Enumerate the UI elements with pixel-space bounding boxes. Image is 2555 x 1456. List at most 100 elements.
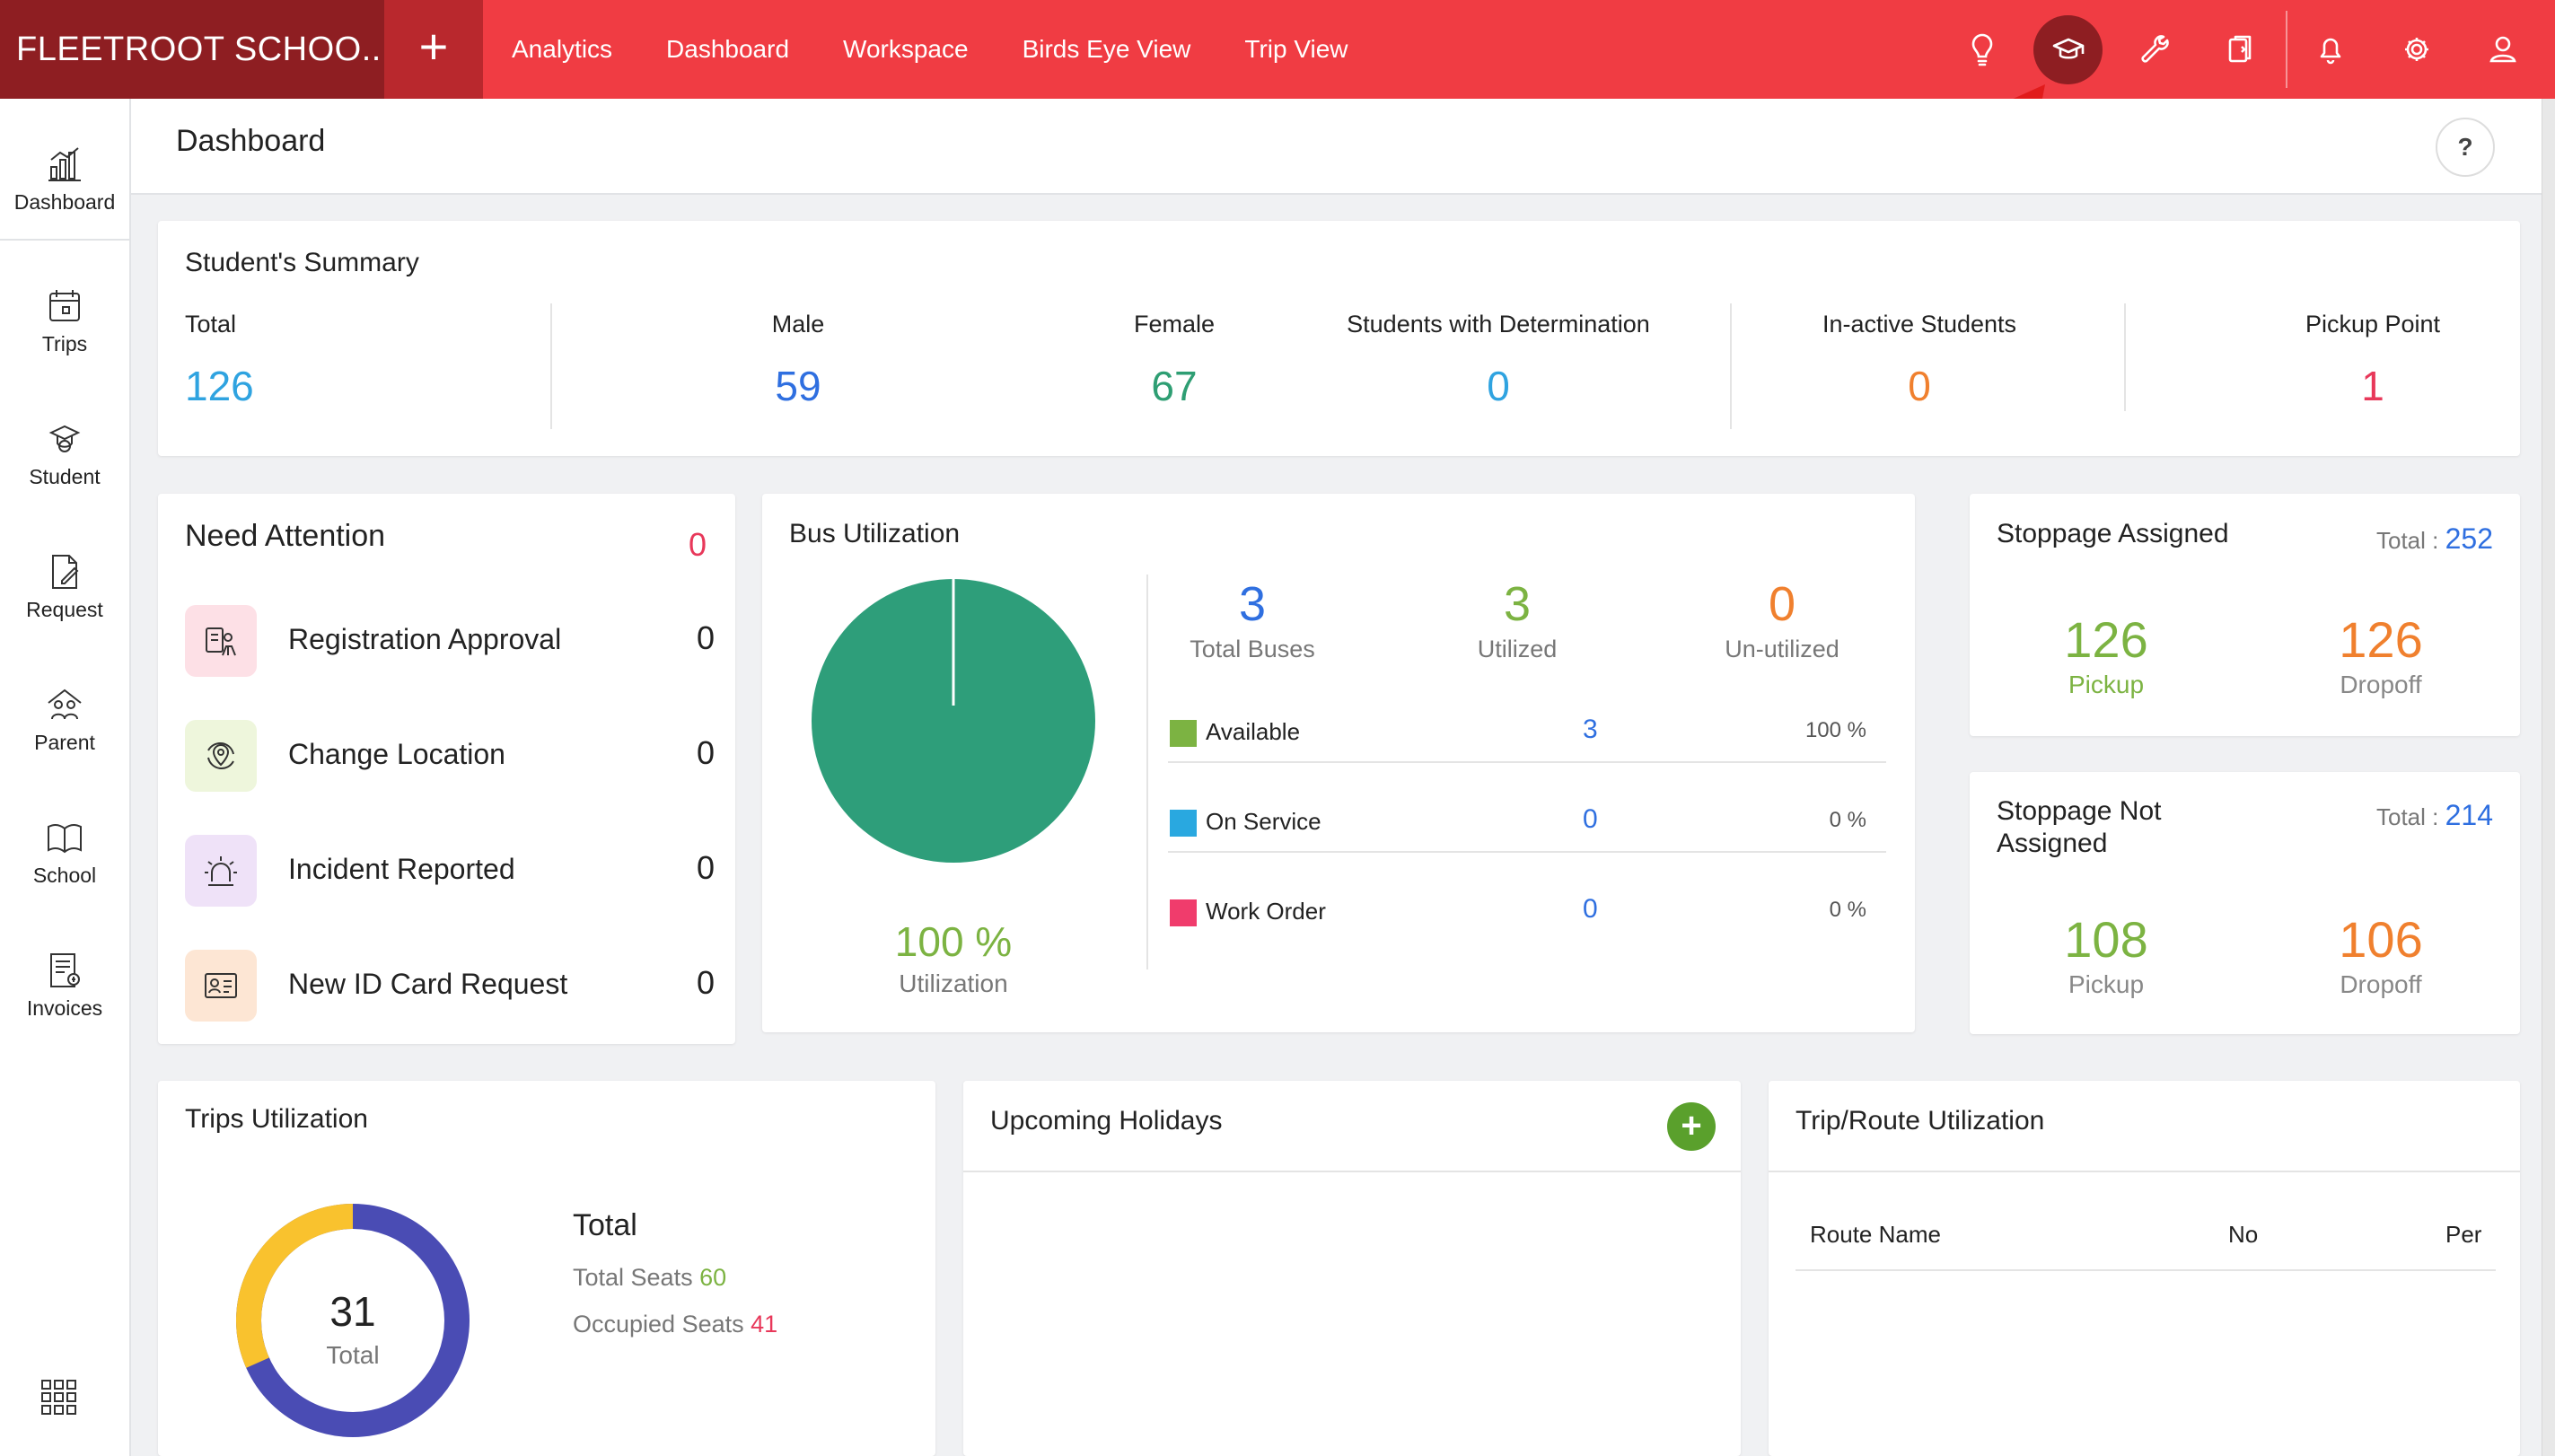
alarm-icon: [185, 835, 257, 907]
wrench-icon[interactable]: [2128, 22, 2182, 76]
attention-count: 0: [696, 849, 715, 886]
need-attention-title: Need Attention: [185, 519, 386, 553]
trips-center-value: 31: [329, 1288, 376, 1335]
occupied-seats-label: Occupied Seats: [573, 1311, 744, 1338]
stat-value: 0: [1487, 363, 1510, 409]
bell-icon[interactable]: [2304, 22, 2357, 76]
invoice-icon: [50, 953, 80, 987]
attention-row-registration-approval[interactable]: Registration Approval 0: [185, 605, 715, 677]
column-header-route-name[interactable]: Route Name: [1810, 1221, 1941, 1248]
attention-count: 0: [696, 734, 715, 771]
pickup-value: 108: [2064, 911, 2148, 968]
lightbulb-icon[interactable]: [1955, 22, 2009, 76]
attention-row-new-id-card-request[interactable]: New ID Card Request 0: [185, 950, 715, 1022]
stoppage-not-assigned-pickup[interactable]: 108 Pickup: [1998, 910, 2214, 999]
stat-label: Total: [185, 311, 237, 338]
total-buses[interactable]: 3 Total Buses: [1145, 576, 1360, 663]
utilized-buses[interactable]: 3 Utilized: [1409, 576, 1625, 663]
nav-dashboard[interactable]: Dashboard: [666, 35, 790, 63]
sidebar-item-invoices[interactable]: Invoices: [0, 923, 129, 1048]
sidebar-label: Dashboard: [13, 190, 116, 214]
need-attention-card: Need Attention 0 Registration Approval 0…: [158, 494, 735, 1044]
calendar-icon: [49, 290, 80, 321]
stat-students-with-determination[interactable]: Students with Determination 0: [1310, 311, 1687, 410]
stat-inactive-students[interactable]: In-active Students 0: [1785, 311, 2054, 410]
scrollbar[interactable]: [2542, 99, 2555, 1456]
unutilized-buses-value: 0: [1768, 577, 1796, 631]
nav-analytics[interactable]: Analytics: [512, 35, 613, 63]
gear-icon[interactable]: [2390, 22, 2444, 76]
id-card-icon: [185, 950, 257, 1022]
bus-row-percent: 100 %: [1804, 718, 1866, 742]
user-profile-icon[interactable]: [2476, 22, 2530, 76]
attention-row-change-location[interactable]: Change Location 0: [185, 720, 715, 792]
need-attention-total: 0: [688, 526, 707, 563]
stat-value: 1: [2361, 363, 2384, 409]
sidebar-label: Request: [26, 598, 103, 621]
add-button[interactable]: +: [384, 0, 483, 99]
total-value: 214: [2445, 799, 2493, 831]
sidebar-item-student[interactable]: Student: [0, 391, 129, 517]
nav-trip-view[interactable]: Trip View: [1244, 35, 1348, 63]
bus-row-name: Available: [1206, 718, 1301, 745]
stat-pickup-point[interactable]: Pickup Point 1: [2256, 311, 2489, 410]
bus-utilization-card: Bus Utilization 100 % Utilization 3 Tota…: [762, 494, 1915, 1032]
nav-birds-eye-view[interactable]: Birds Eye View: [1022, 35, 1191, 63]
total-seats-label: Total Seats: [573, 1264, 693, 1291]
page-header: Dashboard ?: [131, 99, 2542, 195]
dropoff-label: Dropoff: [2340, 970, 2422, 998]
attention-label: New ID Card Request: [288, 968, 568, 1000]
column-header-no[interactable]: No: [2228, 1221, 2259, 1248]
sidebar-item-request[interactable]: Request: [0, 524, 129, 650]
sidebar-item-school[interactable]: School: [0, 790, 129, 916]
active-icon-ring: [2033, 15, 2103, 84]
student-summary-card: Student's Summary Total 126 Male 59 Fema…: [158, 221, 2520, 456]
trips-donut-chart[interactable]: [235, 1203, 470, 1438]
upcoming-holidays-title: Upcoming Holidays: [990, 1106, 1223, 1136]
help-button[interactable]: ?: [2436, 118, 2495, 177]
divider: [1146, 575, 1148, 969]
sidebar-item-parent[interactable]: Parent: [0, 657, 129, 783]
parent-icon: [48, 689, 82, 720]
sidebar-item-trips[interactable]: Trips: [0, 259, 129, 384]
bus-utilization-pie[interactable]: [809, 576, 1098, 865]
pickup-label: Pickup: [2068, 970, 2145, 998]
bus-row-work-order[interactable]: Work Order 0 0 %: [1168, 873, 1886, 962]
stoppage-not-assigned-card: Stoppage Not Assigned Total : 214 108 Pi…: [1970, 772, 2520, 1034]
stat-value: 59: [775, 363, 821, 409]
sidebar-item-dashboard[interactable]: Dashboard: [0, 126, 129, 251]
bus-row-available[interactable]: Available 3 100 %: [1168, 693, 1886, 783]
brand-name[interactable]: FLEETROOT SCHOO...: [0, 0, 384, 99]
apps-grid-icon[interactable]: [40, 1378, 79, 1417]
trips-utilization-card: Trips Utilization 31 Total Total Total S…: [158, 1081, 935, 1456]
stoppage-assigned-pickup[interactable]: 126 Pickup: [1998, 610, 2214, 699]
add-holiday-button[interactable]: +: [1667, 1102, 1716, 1151]
occupied-seats-value: 41: [751, 1311, 778, 1338]
trip-route-utilization-title: Trip/Route Utilization: [1796, 1106, 2045, 1136]
graduation-cap-icon[interactable]: [2041, 22, 2095, 76]
total-seats: Total Seats 60: [573, 1264, 726, 1292]
bus-utilization-title: Bus Utilization: [789, 519, 961, 548]
divider: [1730, 303, 1732, 429]
top-bar: FLEETROOT SCHOO... + Analytics Dashboard…: [0, 0, 2555, 99]
donut-segment-remaining: [236, 1204, 354, 1368]
total-label: Total :: [2376, 527, 2439, 554]
page-title: Dashboard: [176, 124, 326, 158]
total-seats-value: 60: [699, 1264, 727, 1291]
stoppage-not-assigned-dropoff[interactable]: 106 Dropoff: [2273, 910, 2489, 999]
total-value: 252: [2445, 522, 2493, 555]
bus-row-name: Work Order: [1206, 898, 1326, 925]
stat-male[interactable]: Male 59: [708, 311, 888, 410]
book-icon: [48, 823, 82, 854]
unutilized-buses[interactable]: 0 Un-utilized: [1674, 576, 1890, 663]
documents-icon[interactable]: [2214, 22, 2268, 76]
bus-row-on-service[interactable]: On Service 0 0 %: [1168, 783, 1886, 873]
nav-workspace[interactable]: Workspace: [843, 35, 969, 63]
stat-female[interactable]: Female 67: [1084, 311, 1264, 410]
attention-row-incident-reported[interactable]: Incident Reported 0: [185, 835, 715, 907]
column-header-per[interactable]: Per: [2445, 1221, 2482, 1248]
stat-total[interactable]: Total 126: [185, 311, 254, 410]
student-summary-title: Student's Summary: [185, 248, 419, 277]
bus-row-count: 3: [1583, 715, 1598, 744]
stoppage-assigned-dropoff[interactable]: 126 Dropoff: [2273, 610, 2489, 699]
